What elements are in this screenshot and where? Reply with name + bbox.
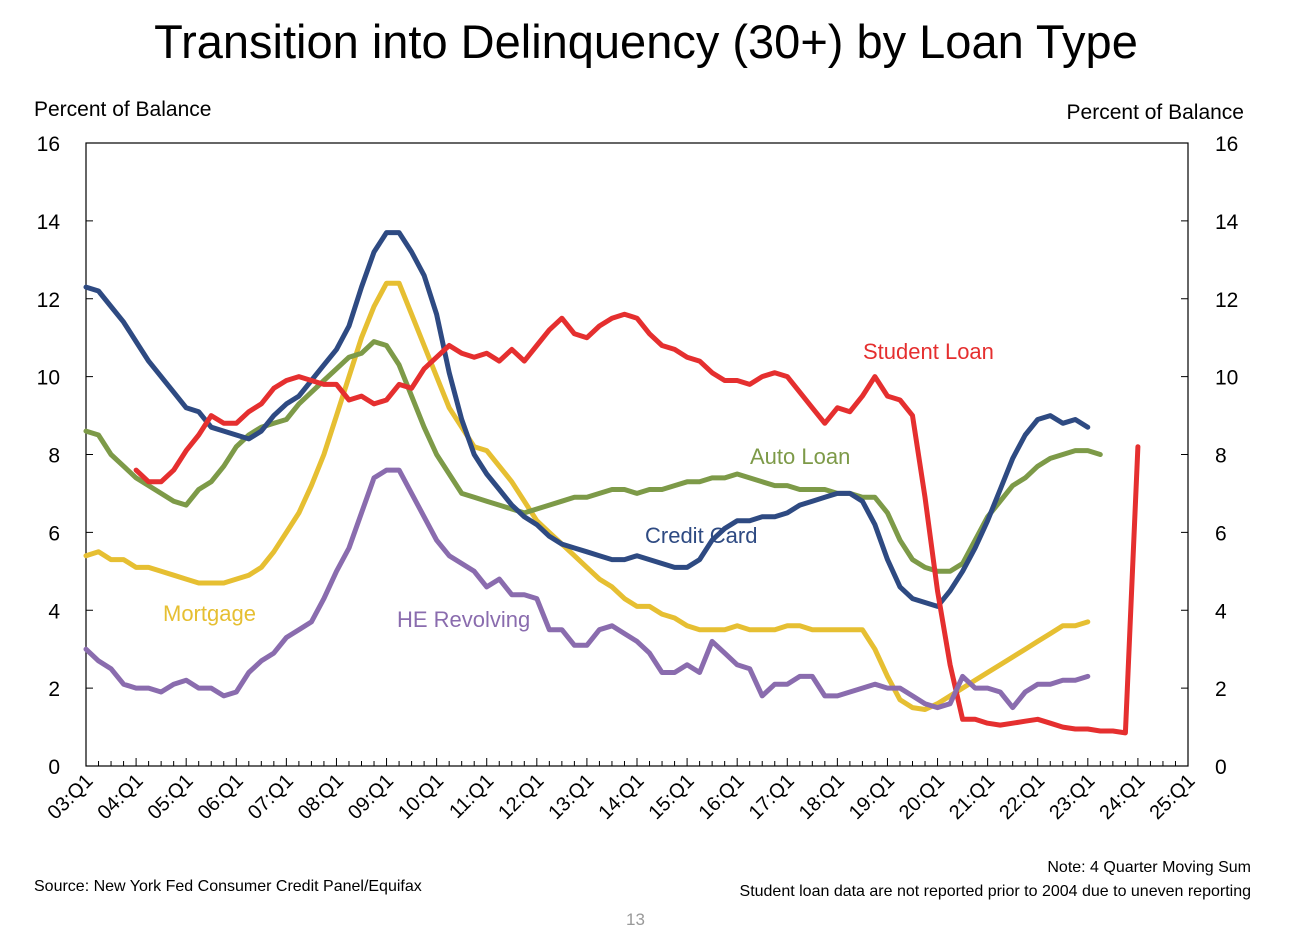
x-tick-label: 15:Q1 [645, 770, 699, 824]
x-tick-label: 09:Q1 [344, 770, 398, 824]
x-tick-label: 07:Q1 [244, 770, 298, 824]
x-tick-label: 13:Q1 [544, 770, 598, 824]
auto-loan-label: Auto Loan [750, 444, 850, 469]
y-axis-left: 0 2 4 6 8 10 12 14 16 [37, 133, 93, 779]
student-loan-note: Student loan data are not reported prior… [739, 883, 1251, 900]
credit-card-series-line [83, 230, 1091, 609]
x-tick-label: 25:Q1 [1145, 770, 1199, 824]
x-tick-label: 10:Q1 [394, 770, 448, 824]
mortgage-label: Mortgage [163, 601, 256, 626]
student-loan-series-line [133, 311, 1141, 736]
page-number: 13 [626, 910, 645, 929]
y-tick-label-right: 14 [1215, 211, 1239, 234]
chart-title: Transition into Delinquency (30+) by Loa… [154, 15, 1138, 68]
y-tick-label-right: 16 [1215, 133, 1238, 156]
y-tick-label-left: 14 [37, 211, 61, 234]
y-tick-label-left: 10 [37, 367, 60, 390]
y-tick-label-left: 8 [48, 445, 60, 468]
y-tick-label-left: 6 [48, 522, 60, 545]
series-annotations: Student Loan Auto Loan Credit Card Mortgage… [163, 339, 994, 632]
student-loan-label: Student Loan [863, 339, 994, 364]
he-revolving-label: HE Revolving [397, 607, 530, 632]
mortgage-series-line [83, 280, 1091, 712]
auto-loan-series-line [83, 339, 1103, 574]
y-axis-title-right: Percent of Balance [1066, 101, 1244, 124]
x-tick-label: 17:Q1 [745, 770, 799, 824]
y-tick-label-left: 0 [48, 756, 60, 779]
y-tick-label-left: 16 [37, 133, 60, 156]
y-tick-label-right: 4 [1215, 600, 1227, 623]
x-tick-label: 24:Q1 [1095, 770, 1149, 824]
y-tick-label-right: 0 [1215, 756, 1227, 779]
y-axis-right: 0 2 4 6 8 10 12 14 16 [1181, 133, 1239, 779]
x-tick-label: 11:Q1 [445, 770, 498, 823]
x-tick-label: 08:Q1 [294, 770, 348, 824]
x-tick-label: 16:Q1 [695, 770, 749, 824]
y-tick-label-right: 6 [1215, 522, 1227, 545]
y-tick-label-right: 12 [1215, 289, 1238, 312]
x-tick-label: 05:Q1 [144, 770, 198, 824]
y-tick-label-left: 2 [48, 678, 60, 701]
he-revolving-series-line [83, 467, 1091, 711]
y-tick-label-right: 2 [1215, 678, 1227, 701]
x-tick-label: 06:Q1 [194, 770, 248, 824]
x-tick-label: 04:Q1 [94, 770, 148, 824]
y-tick-label-left: 12 [37, 289, 60, 312]
x-tick-label: 14:Q1 [594, 770, 648, 824]
y-tick-label-right: 10 [1215, 367, 1238, 390]
y-tick-label-left: 4 [48, 600, 60, 623]
x-tick-label: 21:Q1 [945, 770, 999, 824]
x-tick-label: 22:Q1 [995, 770, 1049, 824]
x-tick-label: 20:Q1 [895, 770, 949, 824]
x-tick-label: 18:Q1 [795, 770, 849, 824]
y-tick-label-right: 8 [1215, 445, 1227, 468]
y-axis-title-left: Percent of Balance [34, 98, 212, 121]
source-note: Source: New York Fed Consumer Credit Pan… [34, 878, 422, 895]
credit-card-label: Credit Card [645, 523, 757, 548]
x-tick-label: 12:Q1 [494, 770, 548, 824]
moving-sum-note: Note: 4 Quarter Moving Sum [1047, 859, 1251, 876]
x-axis: 03:Q104:Q105:Q106:Q107:Q108:Q109:Q110:Q1… [43, 758, 1200, 824]
series-lines [83, 230, 1141, 736]
x-tick-label: 19:Q1 [845, 770, 899, 824]
x-tick-label: 23:Q1 [1045, 770, 1099, 824]
